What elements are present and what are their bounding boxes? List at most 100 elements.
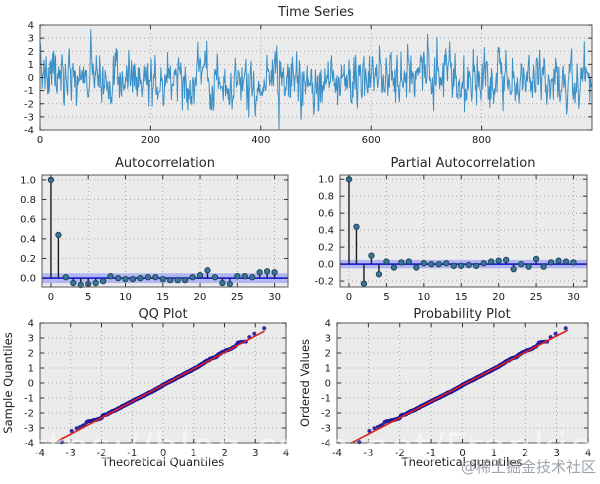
stem-marker bbox=[360, 280, 368, 287]
stem-marker bbox=[555, 257, 562, 264]
stem-marker bbox=[495, 257, 502, 264]
x-tick-label: 4 bbox=[283, 448, 289, 459]
y-tick-label: 0 bbox=[325, 379, 331, 390]
stem-marker bbox=[137, 275, 144, 282]
x-tick-label: 3 bbox=[252, 448, 258, 459]
y-tick-label: 3 bbox=[28, 334, 34, 345]
y-tick-label: -4 bbox=[321, 439, 331, 450]
stem-marker bbox=[458, 262, 465, 269]
x-tick-label: 15 bbox=[455, 292, 468, 303]
timeseries-title: Time Series bbox=[277, 5, 354, 20]
stem-marker bbox=[226, 280, 234, 288]
acf-plot: 0 5 10 15 20 25 30 1.0 0.8 0.6 0.4 0.2 0.0 bbox=[20, 174, 289, 303]
stem-marker bbox=[77, 281, 84, 289]
x-tick-label: -1 bbox=[127, 448, 137, 459]
scatter-point bbox=[367, 429, 372, 433]
y-tick-label: 0.6 bbox=[20, 215, 36, 226]
y-tick-label: 4 bbox=[28, 21, 34, 32]
y-tick-label: -1 bbox=[24, 394, 34, 405]
stem-marker bbox=[473, 262, 480, 269]
x-tick-label: 800 bbox=[472, 135, 491, 146]
x-tick-label: 0 bbox=[160, 448, 166, 459]
fit-line bbox=[56, 330, 265, 443]
stem-marker bbox=[540, 263, 547, 270]
stem-marker bbox=[405, 258, 413, 265]
x-tick-label: 0 bbox=[48, 292, 54, 303]
stem-marker bbox=[70, 279, 77, 287]
scatter-point bbox=[252, 331, 257, 336]
stem-marker bbox=[62, 274, 70, 281]
stem-marker bbox=[219, 279, 226, 287]
x-tick-label: 5 bbox=[383, 292, 389, 303]
x-tick-label: -4 bbox=[35, 448, 45, 459]
x-tick-label: 20 bbox=[194, 292, 207, 303]
stem-marker bbox=[353, 223, 360, 230]
stem-marker bbox=[547, 259, 555, 266]
stem-marker bbox=[488, 258, 495, 265]
y-tick-label: 1.0 bbox=[318, 175, 334, 186]
x-tick-label: 25 bbox=[530, 292, 543, 303]
qq-title: QQ Plot bbox=[138, 307, 187, 322]
plot-spines bbox=[339, 174, 588, 288]
x-tick-label: -1 bbox=[426, 448, 436, 459]
x-tick-label: 10 bbox=[417, 292, 430, 303]
y-tick-label: 0.0 bbox=[318, 260, 334, 271]
stem-marker bbox=[167, 276, 174, 284]
prob-ylabel: Ordered Values bbox=[298, 339, 312, 427]
y-tick-label: 0.4 bbox=[20, 234, 36, 245]
y-tick-label: 1 bbox=[28, 60, 34, 71]
stem-marker bbox=[263, 268, 271, 275]
x-tick-label: 1 bbox=[491, 448, 497, 459]
x-tick-label: 2 bbox=[522, 448, 528, 459]
y-tick-label: -1 bbox=[24, 86, 34, 97]
stem-marker bbox=[398, 259, 405, 266]
stem-marker bbox=[256, 269, 263, 276]
x-tick-label: -2 bbox=[97, 448, 107, 459]
y-tick-label: 0.2 bbox=[20, 254, 36, 265]
stem-marker bbox=[241, 273, 248, 280]
prob-plot: -4 -3 -2 -1 0 1 2 3 4 4 3 2 1 0 -1 -2 -3 -4 bbox=[321, 319, 591, 460]
y-tick-label: 0.8 bbox=[318, 192, 334, 203]
stem-marker bbox=[368, 252, 375, 259]
scatter-point bbox=[357, 440, 362, 445]
y-tick-label: 3 bbox=[28, 34, 34, 45]
x-tick-label: 30 bbox=[567, 292, 580, 303]
x-tick-label: -4 bbox=[332, 448, 342, 459]
stem-marker bbox=[450, 262, 457, 269]
plot-background bbox=[42, 175, 288, 287]
stem-marker bbox=[517, 260, 525, 268]
stem-marker bbox=[92, 279, 99, 287]
stem-marker bbox=[234, 273, 241, 280]
acf-title: Autocorrelation bbox=[115, 156, 215, 171]
y-tick-label: 4 bbox=[28, 319, 34, 330]
plot-background bbox=[340, 175, 587, 287]
stem-marker bbox=[435, 260, 442, 268]
scatter-point bbox=[563, 326, 568, 331]
y-tick-label: 0.0 bbox=[20, 274, 36, 285]
y-tick-label: -3 bbox=[24, 112, 34, 123]
x-tick-label: 0 bbox=[346, 292, 352, 303]
scatter-point bbox=[74, 426, 79, 431]
x-tick-label: -3 bbox=[363, 448, 373, 459]
stem-marker bbox=[570, 259, 577, 266]
stem-marker bbox=[480, 260, 487, 267]
y-tick-label: 1 bbox=[325, 364, 331, 375]
stem-marker bbox=[174, 276, 181, 284]
stem-marker bbox=[189, 274, 196, 281]
pacf-title: Partial Autocorrelation bbox=[391, 156, 536, 171]
stem-marker bbox=[390, 264, 398, 271]
pacf-plot: 0 5 10 15 20 25 30 1.0 0.8 0.6 0.4 0.2 0.0 -0.2 bbox=[314, 174, 588, 303]
stem-marker bbox=[181, 276, 189, 284]
stem-marker bbox=[196, 272, 204, 279]
stem-marker bbox=[375, 271, 383, 278]
qq-plot: -4 -3 -2 -1 0 1 2 3 4 4 3 2 1 0 -1 -2 -3 -4 bbox=[24, 319, 289, 460]
stem-marker bbox=[107, 273, 114, 280]
y-tick-label: 2 bbox=[325, 349, 331, 360]
plot-spines bbox=[41, 174, 289, 288]
x-tick-label: 1 bbox=[191, 448, 197, 459]
stem-marker bbox=[114, 275, 122, 282]
stem-marker bbox=[152, 274, 159, 281]
stem-marker bbox=[122, 275, 129, 283]
